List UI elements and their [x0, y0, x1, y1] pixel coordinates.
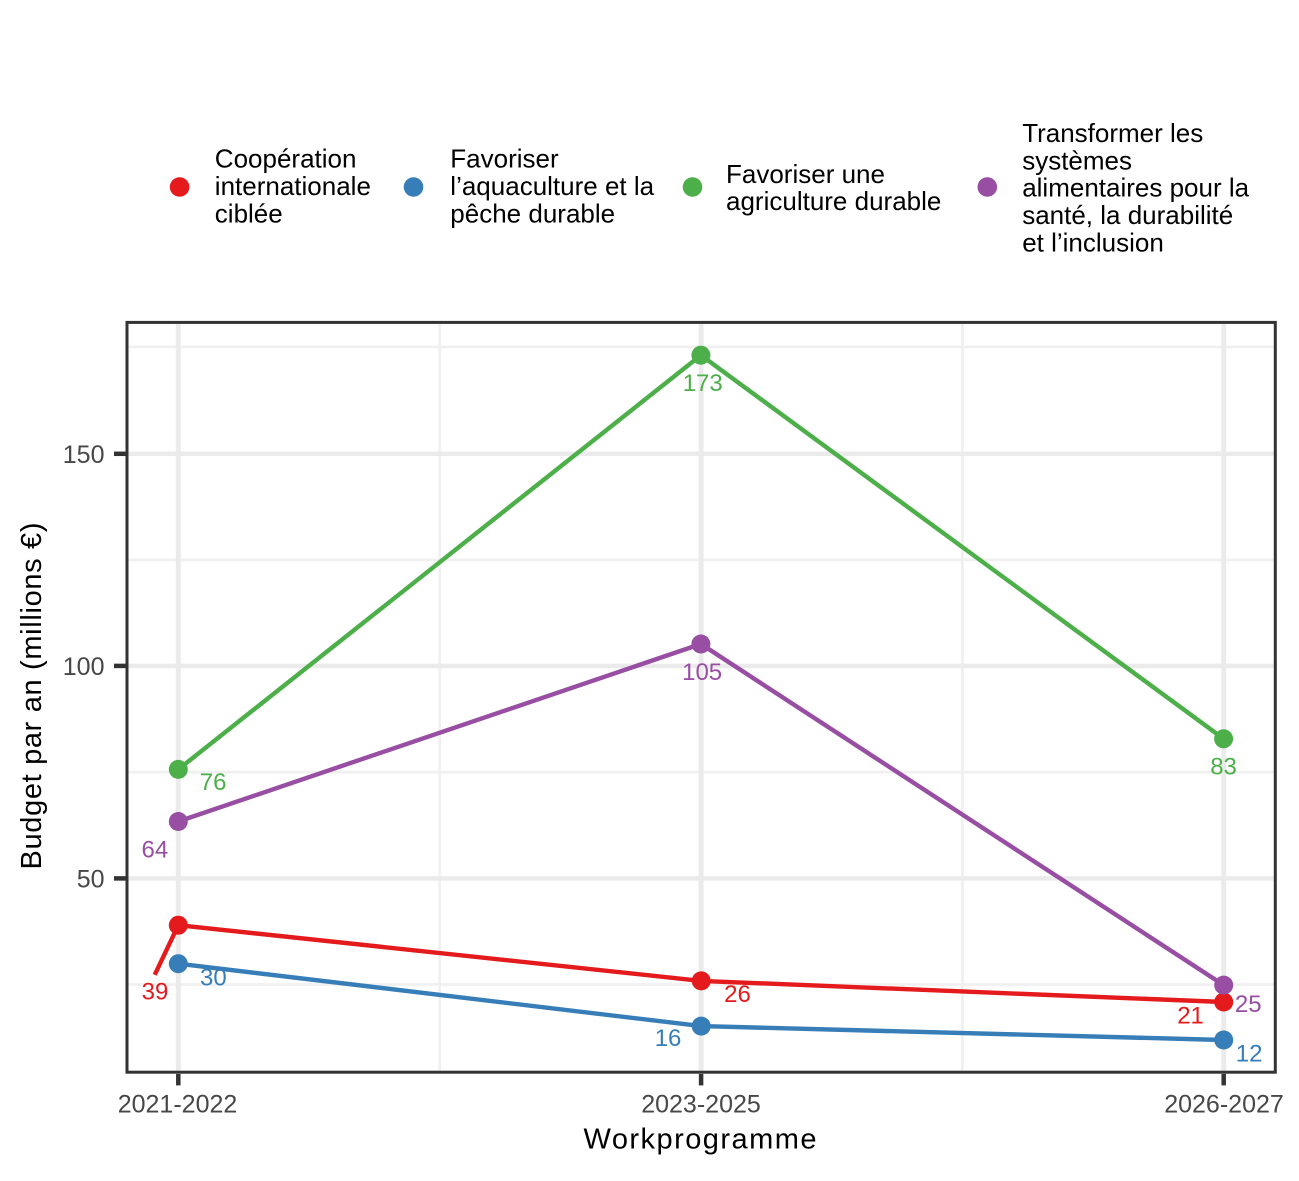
svg-text:50: 50 [77, 866, 105, 894]
svg-text:ciblée: ciblée [215, 198, 283, 228]
svg-text:Favoriser une: Favoriser une [726, 159, 885, 189]
svg-text:pêche durable: pêche durable [450, 198, 615, 228]
svg-text:Workprogramme: Workprogramme [584, 1123, 817, 1155]
svg-text:Coopération: Coopération [215, 144, 357, 174]
svg-text:agriculture durable: agriculture durable [726, 186, 941, 216]
svg-text:l’aquaculture et la: l’aquaculture et la [450, 171, 654, 201]
svg-text:12: 12 [1236, 1040, 1263, 1067]
svg-text:25: 25 [1235, 991, 1262, 1018]
svg-text:16: 16 [655, 1025, 682, 1052]
svg-text:santé, la durabilité: santé, la durabilité [1022, 200, 1233, 230]
svg-text:Budget par an (millions €): Budget par an (millions €) [16, 523, 48, 870]
svg-text:Favoriser: Favoriser [450, 144, 559, 174]
svg-text:83: 83 [1210, 754, 1237, 781]
svg-text:39: 39 [142, 978, 169, 1005]
svg-text:2023-2025: 2023-2025 [641, 1091, 761, 1119]
svg-text:et l’inclusion: et l’inclusion [1022, 227, 1164, 257]
svg-text:26: 26 [724, 981, 751, 1008]
svg-text:systèmes: systèmes [1022, 145, 1132, 175]
svg-text:76: 76 [200, 769, 227, 796]
svg-text:64: 64 [142, 836, 169, 863]
svg-text:105: 105 [682, 659, 722, 686]
svg-text:30: 30 [200, 965, 227, 992]
svg-text:internationale: internationale [215, 171, 371, 201]
svg-text:2021-2022: 2021-2022 [118, 1091, 238, 1119]
svg-text:21: 21 [1177, 1003, 1204, 1030]
svg-text:100: 100 [63, 653, 105, 681]
svg-text:2026-2027: 2026-2027 [1164, 1091, 1284, 1119]
svg-text:alimentaires pour la: alimentaires pour la [1022, 173, 1249, 203]
svg-text:Transformer les: Transformer les [1022, 118, 1203, 148]
svg-text:150: 150 [63, 441, 105, 469]
svg-text:173: 173 [683, 370, 723, 397]
